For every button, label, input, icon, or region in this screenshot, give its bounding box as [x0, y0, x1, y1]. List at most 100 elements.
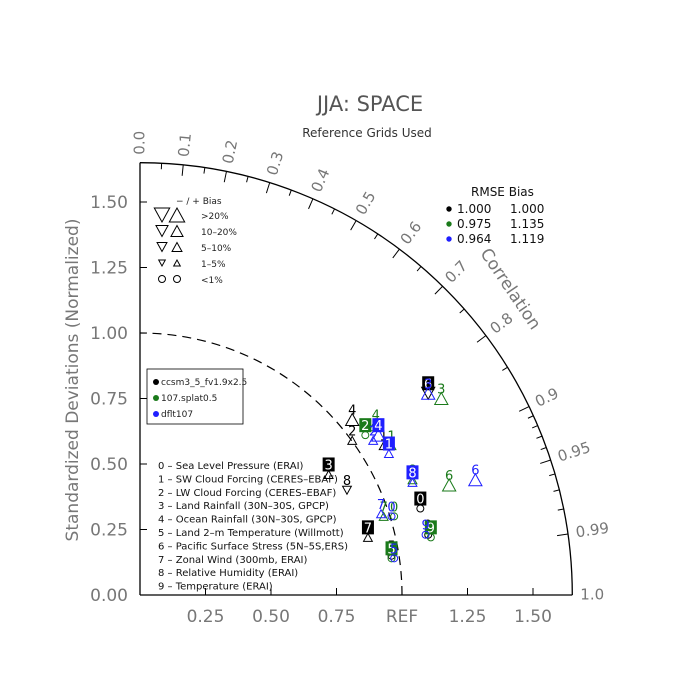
case-label: 4 – Ocean Rainfall (30N–30S, GPCP) [158, 515, 337, 526]
point-label-box [406, 465, 419, 480]
correlation-tick-label: 0.95 [555, 438, 592, 466]
point-label: 6 [445, 469, 453, 484]
y-tick-label: 0.50 [90, 455, 128, 475]
point-label: 5 [390, 542, 398, 557]
point-label-box [422, 376, 435, 391]
bias-marker-up-triangle [441, 477, 457, 492]
rmse-table-dot [446, 236, 452, 242]
bias-marker-up-triangle [346, 435, 358, 445]
correlation-tick-label: 0.99 [575, 519, 611, 542]
correlation-tick [536, 435, 543, 439]
series-legend-box [146, 368, 244, 425]
correlation-tick [203, 167, 206, 174]
bias-marker-up-triangle [407, 477, 418, 487]
case-label: 2 – LW Cloud Forcing (CERES–EBAF) [158, 488, 336, 499]
bias-marker-up-triangle [420, 386, 436, 400]
point-label: 6 [424, 377, 432, 392]
correlation-tick-label: 0.6 [397, 218, 426, 248]
point-label: 8 [408, 466, 416, 481]
bias-marker-up-triangle [383, 448, 395, 459]
point-label-box [424, 520, 437, 535]
point-label: 7 [380, 500, 388, 515]
correlation-tick [288, 189, 292, 196]
correlation-tick [392, 248, 400, 259]
x-tick-label: 0.25 [187, 607, 225, 627]
y-tick-label: 1.00 [90, 324, 128, 344]
bias-marker-down-triangle [341, 485, 353, 496]
y-tick-label: 0.25 [90, 521, 128, 541]
series-legend-dot [153, 379, 159, 385]
bias-value: 1.000 [510, 202, 544, 216]
rmse-table-dot [446, 206, 452, 212]
correlation-tick [350, 220, 357, 231]
series-legend-label: dflt107 [161, 410, 193, 420]
outer-arc [139, 162, 573, 596]
point-label-box [359, 418, 372, 433]
cases-list: 0 – Sea Level Pressure (ERAI) 1 – SW Clou… [158, 461, 348, 593]
y-tick-label: 0.75 [90, 390, 128, 410]
bias-legend-circle [173, 275, 181, 283]
point-label: 7 [377, 498, 385, 513]
rmse-value: 0.964 [457, 232, 491, 246]
correlation-tick [416, 266, 422, 272]
point-label: 4 [372, 409, 380, 424]
case-label: 9 – Temperature (ERAI) [158, 582, 273, 593]
point-label-box [372, 418, 385, 433]
point-label: 7 [364, 521, 372, 536]
correlation-tick-label: 0.8 [487, 309, 517, 338]
bias-marker-up-triangle [407, 474, 418, 485]
point-label: 2 [361, 419, 369, 434]
bias-legend-up-triangle [172, 258, 182, 267]
x-tick-label: REF [386, 607, 418, 627]
correlation-tick-label: 0.9 [532, 384, 561, 411]
correlation-tick [557, 533, 569, 537]
series-legend: ccsm3_5_fv1.9x2.5 107.splat0.5 dflt107 [146, 368, 247, 425]
point-label: 3 [424, 377, 432, 392]
rmse-table-header: RMSE Bias [471, 185, 534, 199]
correlation-tick [181, 164, 184, 176]
bias-marker-up-triangle [375, 508, 387, 519]
case-label: 7 – Zonal Wind (300mb, ERAI) [158, 555, 308, 566]
correlation-tick [540, 459, 551, 464]
correlation-tick [532, 425, 538, 429]
x-tick-label: 0.50 [252, 607, 290, 627]
point-label: 8 [343, 474, 351, 489]
correlation-tick [223, 171, 227, 183]
bias-marker-circle [390, 554, 399, 563]
point-label-box [385, 541, 398, 556]
series-legend-label: ccsm3_5_fv1.9x2.5 [161, 378, 247, 388]
point-label-box [414, 491, 427, 506]
correlation-tick-label: 0.0 [131, 131, 149, 155]
correlation-tick [518, 406, 530, 412]
case-label: 1 – SW Cloud Forcing (CERES–EBAF) [158, 474, 338, 485]
bias-value: 1.135 [510, 217, 544, 231]
rmse-value: 0.975 [457, 217, 491, 231]
point-label: 3 [437, 383, 445, 398]
series-legend-dot [153, 411, 159, 417]
point-label: 5 [387, 542, 395, 557]
bias-legend-down-triangle [156, 242, 168, 253]
bias-marker-up-triangle [433, 391, 449, 405]
y-tick-label: 0.00 [90, 586, 128, 606]
correlation-tick [265, 182, 271, 194]
bias-legend-down-triangle [157, 259, 167, 268]
series-legend-label: 107.splat0.5 [161, 394, 217, 404]
correlation-tick [502, 366, 508, 371]
bias-legend-label: 5–10% [201, 244, 232, 254]
point-label: 0 [390, 500, 398, 515]
bias-marker-up-triangle [467, 472, 483, 487]
bias-legend: − / + Bias >20% 10–20% 5–10% 1–5% <1% [153, 197, 237, 286]
correlation-tick-label: 1.0 [580, 586, 604, 604]
y-tick-label: 1.25 [90, 259, 128, 279]
bias-marker-up-triangle [378, 511, 389, 521]
case-label: 8 – Relative Humidity (ERAI) [158, 568, 298, 579]
bias-legend-label: >20% [201, 212, 229, 222]
bias-legend-label: 1–5% [201, 260, 226, 270]
bias-marker-circle [387, 512, 396, 521]
point-label: 9 [421, 519, 429, 534]
case-label: 3 – Land Rainfall (30N–30S, GPCP) [158, 501, 329, 512]
point-label-box [322, 457, 335, 472]
correlation-tick [434, 285, 443, 295]
